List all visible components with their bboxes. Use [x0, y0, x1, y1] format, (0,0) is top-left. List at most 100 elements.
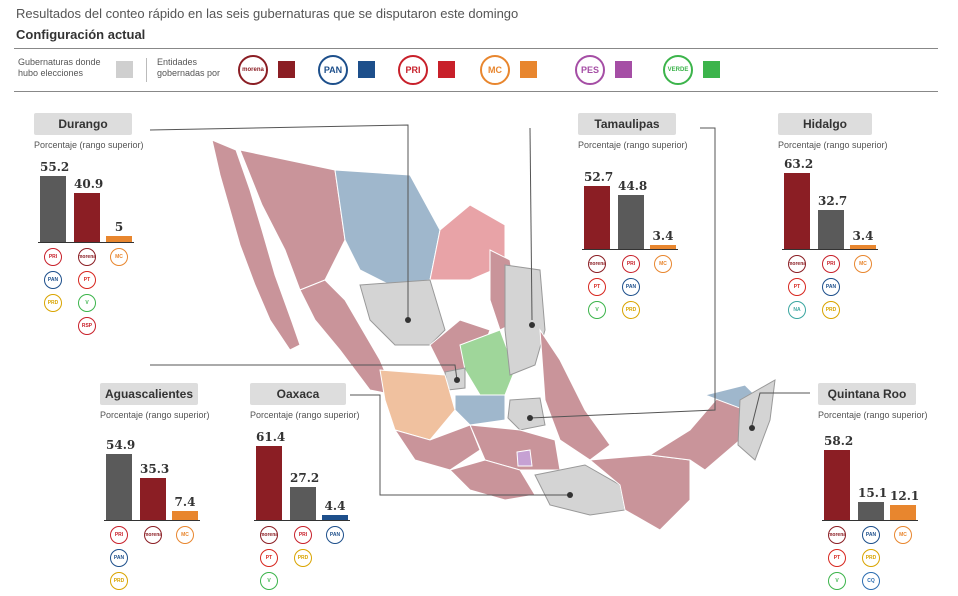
hidalgo-prd-logo: PRD	[822, 301, 840, 319]
aguascalientes-value-1: 54.9	[106, 438, 136, 453]
durango-bar-3	[106, 236, 132, 242]
hidalgo-region	[507, 397, 546, 431]
durango-bar-1	[40, 175, 66, 242]
legend-elections-label: Gubernaturas donde hubo elecciones	[18, 57, 101, 79]
hidalgo-morena-logo: morena	[788, 255, 806, 273]
legend-divider	[146, 58, 147, 82]
hidalgo-pt-logo: PT	[788, 278, 806, 296]
tamaulipas-bar-2	[618, 195, 644, 249]
legend-bottom-rule	[14, 91, 938, 92]
durango-pt-logo: PT	[78, 271, 96, 289]
tamaulipas-value-1: 52.7	[584, 169, 614, 184]
aguascalientes-pan-logo: PAN	[110, 549, 128, 567]
legend-pes-logo: PES	[575, 55, 605, 85]
tamaulipas-bar-1	[584, 185, 610, 249]
aguascalientes-marker	[454, 377, 460, 383]
quintana-roo-value-1: 58.2	[824, 434, 854, 449]
tamaulipas-subtitle: Porcentaje (rango superior)	[578, 140, 688, 150]
durango-title: Durango	[34, 113, 132, 135]
hidalgo-bar-2	[818, 209, 844, 249]
quintana-roo-baseline	[822, 520, 918, 521]
michoacan-region	[393, 424, 481, 471]
durango-region	[359, 279, 446, 346]
tamaulipas-bar-3	[650, 244, 676, 249]
oaxaca-pan-logo: PAN	[326, 526, 344, 544]
hidalgo-value-3: 3.4	[852, 228, 874, 243]
legend-pes-swatch	[615, 61, 632, 78]
hidalgo-pan-logo: PAN	[822, 278, 840, 296]
quintana-roo-pt-logo: PT	[828, 549, 846, 567]
oaxaca-value-1: 61.4	[256, 430, 286, 445]
hidalgo-subtitle: Porcentaje (rango superior)	[778, 140, 888, 150]
quintana-roo-morena-logo: morena	[828, 526, 846, 544]
durango-value-1: 55.2	[40, 159, 70, 174]
morelos-region	[516, 449, 533, 467]
quintana-roo-verde-logo: V	[828, 572, 846, 590]
legend-morena-swatch	[278, 61, 295, 78]
oaxaca-pt-logo: PT	[260, 549, 278, 567]
tamaulipas-morena-logo: morena	[588, 255, 606, 273]
aguascalientes-bar-1	[106, 454, 132, 520]
hidalgo-baseline	[782, 249, 878, 250]
durango-prd-logo: PRD	[44, 294, 62, 312]
hidalgo-title: Hidalgo	[778, 113, 872, 135]
oaxaca-pri-logo: PRI	[294, 526, 312, 544]
durango-marker	[405, 317, 411, 323]
durango-value-2: 40.9	[74, 176, 104, 191]
oaxaca-verde-logo: V	[260, 572, 278, 590]
page-subtitle: Resultados del conteo rápido en las seis…	[16, 6, 519, 21]
quintana-roo-bar-2	[858, 501, 884, 520]
durango-morena-logo: morena	[78, 248, 96, 266]
aguascalientes-title: Aguascalientes	[100, 383, 198, 405]
quintana-roo-cq-logo: CQ	[862, 572, 880, 590]
durango-pri-logo: PRI	[44, 248, 62, 266]
legend-verde-logo: VERDE	[663, 55, 693, 85]
aguascalientes-bar-2	[140, 477, 166, 520]
aguascalientes-baseline	[104, 520, 200, 521]
quintana-roo-title: Quintana Roo	[818, 383, 916, 405]
oaxaca-subtitle: Porcentaje (rango superior)	[250, 410, 360, 420]
aguascalientes-bar-3	[172, 511, 198, 520]
legend-morena-logo: morena	[238, 55, 268, 85]
tamaulipas-prd-logo: PRD	[622, 301, 640, 319]
tamaulipas-mc-logo: MC	[654, 255, 672, 273]
quintana-roo-subtitle: Porcentaje (rango superior)	[818, 410, 928, 420]
quintana-roo-region	[737, 379, 776, 461]
quintana-roo-prd-logo: PRD	[862, 549, 880, 567]
durango-subtitle: Porcentaje (rango superior)	[34, 140, 144, 150]
legend-mc-swatch	[520, 61, 537, 78]
hidalgo-marker	[527, 415, 533, 421]
veracruz-region	[539, 328, 611, 461]
hidalgo-leader	[529, 127, 716, 419]
legend-pan-logo: PAN	[318, 55, 348, 85]
legend-top-rule	[14, 48, 938, 49]
legend-pri-logo: PRI	[398, 55, 428, 85]
aguascalientes-prd-logo: PRD	[110, 572, 128, 590]
hidalgo-bar-3	[850, 244, 876, 249]
aguascalientes-morena-logo: morena	[144, 526, 162, 544]
chihuahua-region	[334, 169, 441, 286]
tamaulipas-pt-logo: PT	[588, 278, 606, 296]
oaxaca-bar-2	[290, 487, 316, 520]
oaxaca-marker	[567, 492, 573, 498]
legend-governed-label: Entidades gobernadas por	[157, 57, 220, 79]
jalisco-region	[379, 369, 456, 441]
durango-bar-2	[74, 192, 100, 242]
legend-verde-swatch	[703, 61, 720, 78]
legend-elections-line-1: Gubernaturas donde	[18, 57, 101, 67]
config-heading: Configuración actual	[16, 27, 146, 42]
hidalgo-na-logo: NA	[788, 301, 806, 319]
aguascalientes-subtitle: Porcentaje (rango superior)	[100, 410, 210, 420]
legend-pri-swatch	[438, 61, 455, 78]
quintana-roo-value-3: 12.1	[890, 489, 920, 504]
tamaulipas-value-2: 44.8	[618, 179, 648, 194]
tamaulipas-value-3: 3.4	[652, 228, 674, 243]
quintana-roo-pan-logo: PAN	[862, 526, 880, 544]
durango-rsp-logo: RSP	[78, 317, 96, 335]
tamaulipas-verde-logo: V	[588, 301, 606, 319]
hidalgo-value-1: 63.2	[784, 157, 814, 172]
legend-elections-swatch	[116, 61, 133, 78]
durango-pan-logo: PAN	[44, 271, 62, 289]
hidalgo-pri-logo: PRI	[822, 255, 840, 273]
